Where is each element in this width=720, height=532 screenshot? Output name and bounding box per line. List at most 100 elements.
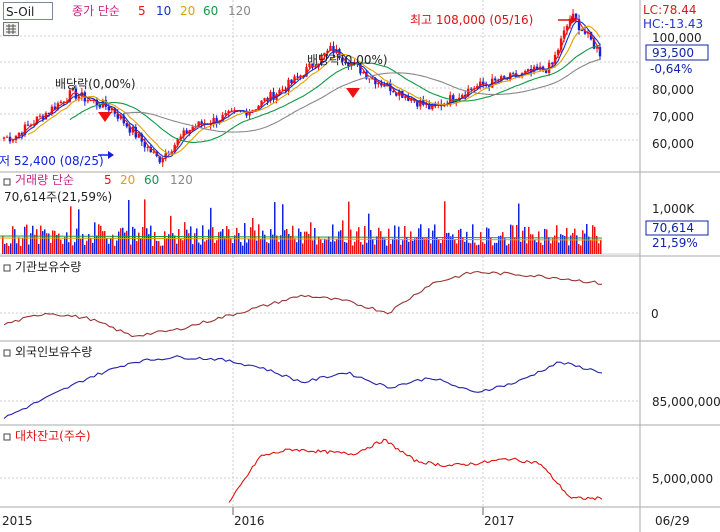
volume-bar — [174, 235, 176, 254]
lending-line — [228, 438, 603, 503]
volume-bar — [146, 228, 148, 254]
candle-body — [326, 50, 329, 53]
volume-bar — [210, 207, 212, 254]
volume-bar — [448, 232, 450, 254]
volume-bar — [406, 236, 408, 254]
volume-bar — [358, 227, 360, 254]
volume-bar — [234, 235, 236, 254]
volume-bar — [144, 199, 146, 254]
volume-bar — [230, 237, 232, 254]
ticker-selector[interactable]: S-Oil — [3, 2, 53, 20]
volume-bar — [456, 243, 458, 254]
foreign-line — [3, 355, 603, 419]
candle-body — [511, 73, 515, 75]
volume-bar — [110, 238, 112, 254]
ticker-label: S-Oil — [6, 5, 35, 19]
ma-line-60 — [69, 44, 601, 143]
volume-bar — [424, 238, 426, 254]
candle-body — [452, 95, 455, 102]
volume-bar — [160, 245, 162, 254]
volume-bar — [66, 232, 68, 254]
volume-bar — [4, 243, 6, 254]
candle-body — [23, 124, 27, 136]
candle-body — [395, 92, 398, 96]
volume-bar — [22, 238, 24, 254]
candle-body — [580, 30, 584, 32]
candle-body — [131, 127, 134, 133]
volume-bar — [378, 227, 380, 254]
candle-body — [11, 140, 15, 142]
volume-bar — [120, 228, 122, 254]
volume-bar — [388, 228, 390, 254]
volume-bar — [298, 228, 300, 254]
volume-bar — [340, 230, 342, 254]
volume-bar — [310, 222, 312, 254]
volume-bar — [494, 242, 496, 254]
volume-bar — [246, 242, 248, 254]
volume-bar — [544, 228, 546, 254]
volume-bar — [212, 227, 214, 254]
volume-bar — [248, 239, 250, 254]
volume-bar — [440, 243, 442, 254]
volume-bar — [156, 240, 158, 254]
ma-legend-20: 20 — [180, 4, 195, 18]
volume-bar — [54, 230, 56, 254]
volume-bar — [68, 242, 70, 254]
volume-bar — [90, 237, 92, 254]
candle-body — [592, 39, 596, 49]
candle-body — [50, 106, 54, 114]
volume-bar — [250, 227, 252, 254]
candle-body — [517, 75, 521, 78]
volume-bar — [272, 234, 274, 254]
volume-bar — [432, 230, 434, 254]
volume-bar — [598, 243, 600, 254]
x-label-2017: 2017 — [484, 514, 515, 528]
volume-bar — [20, 245, 22, 254]
volume-legend-5: 5 — [104, 173, 112, 187]
volume-panel-marker[interactable] — [3, 178, 11, 186]
candle-body — [329, 46, 332, 51]
price-tick-100000: 100,000 — [652, 31, 702, 45]
institution-panel-marker[interactable] — [3, 264, 11, 272]
grid-toggle-button[interactable] — [3, 22, 19, 36]
volume-bar — [534, 240, 536, 254]
volume-bar — [116, 240, 118, 254]
candle-body — [248, 111, 251, 116]
volume-bar — [152, 245, 154, 254]
candle-body — [269, 91, 272, 102]
lending-panel-marker[interactable] — [3, 433, 11, 441]
lending-tick: 5,000,000 — [652, 472, 713, 486]
candle-body — [368, 78, 371, 80]
x-label-2016: 2016 — [234, 514, 265, 528]
candle-body — [416, 100, 419, 107]
volume-bar — [18, 237, 20, 254]
volume-legend-label: 거래량 단순 — [15, 173, 74, 187]
candle-body — [215, 117, 218, 124]
x-label-last-date: 06/29 — [655, 514, 690, 528]
volume-bar — [580, 245, 582, 254]
volume-bar — [462, 237, 464, 254]
volume-bar — [100, 225, 102, 254]
institution-line — [3, 270, 603, 338]
candle-body — [86, 100, 90, 102]
candle-body — [419, 100, 422, 107]
volume-bar — [380, 231, 382, 254]
volume-bar — [104, 231, 106, 254]
volume-bar — [196, 228, 198, 254]
volume-bar — [290, 235, 292, 254]
volume-bar — [102, 231, 104, 254]
volume-bar — [86, 240, 88, 254]
foreign-tick: 85,000,000 — [652, 395, 720, 409]
volume-bar — [368, 213, 370, 254]
volume-bar — [428, 228, 430, 254]
volume-bar — [410, 231, 412, 254]
volume-bar — [122, 227, 124, 254]
candle-body — [221, 114, 224, 122]
volume-bar — [170, 215, 172, 254]
institution-title: 기관보유수량 — [15, 260, 81, 274]
volume-bar — [336, 239, 338, 254]
foreign-panel-marker[interactable] — [3, 349, 11, 357]
volume-bar — [408, 241, 410, 254]
volume-bar — [132, 226, 134, 254]
